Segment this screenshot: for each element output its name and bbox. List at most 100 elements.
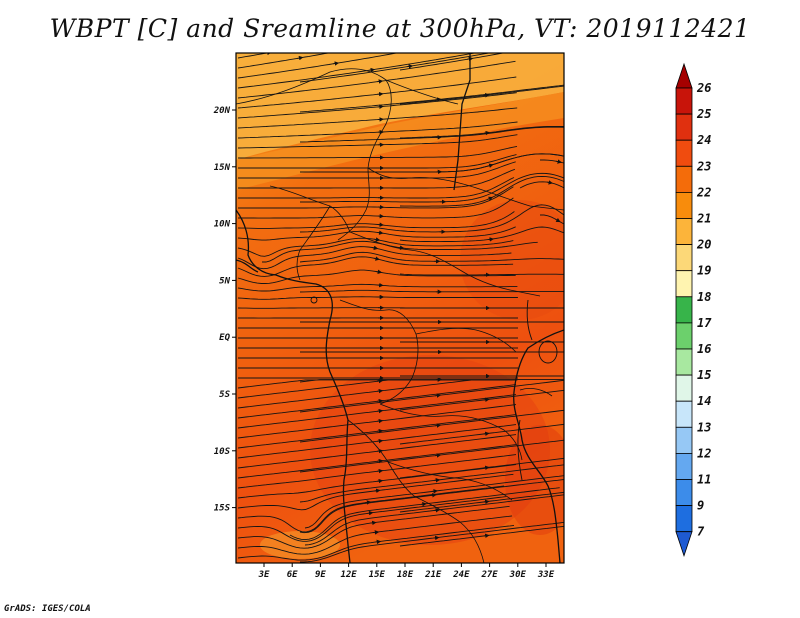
lon-label: 9E bbox=[315, 570, 326, 580]
colorbar-label: 19 bbox=[697, 264, 711, 278]
streamline bbox=[540, 159, 564, 164]
streamline bbox=[300, 172, 564, 203]
streamline bbox=[299, 251, 564, 263]
streamline bbox=[237, 53, 400, 79]
lon-label: 15E bbox=[369, 570, 386, 580]
streamline-arrow bbox=[487, 237, 495, 242]
colorbar-segment bbox=[675, 426, 693, 454]
colorbar-label: 20 bbox=[696, 238, 711, 252]
streamline-arrow bbox=[297, 55, 304, 61]
colorbar-label: 25 bbox=[696, 107, 711, 121]
streamline-arrow bbox=[398, 245, 405, 250]
streamline-arrow bbox=[420, 501, 427, 507]
colorbar-segment bbox=[675, 374, 693, 402]
colorbar-segment bbox=[675, 87, 693, 115]
colorbar-segment bbox=[675, 400, 693, 428]
colorbar-segment bbox=[675, 348, 693, 376]
longitude-axis: 3E 6E 9E 12E 15E 18E 21E 24E 27E 30E 33E bbox=[258, 563, 555, 580]
streamline bbox=[299, 379, 564, 383]
streamline-arrow bbox=[376, 398, 384, 404]
colorbar-segment bbox=[675, 191, 693, 219]
colorbar-segment bbox=[675, 479, 693, 507]
lat-label: 5S bbox=[219, 390, 230, 400]
colorbar-segment bbox=[675, 505, 693, 533]
colorbar-label: 22 bbox=[696, 185, 711, 199]
streamline bbox=[299, 289, 564, 293]
colorbar-label: 18 bbox=[697, 290, 711, 304]
colorbar-segment bbox=[675, 452, 693, 480]
streamline-arrow bbox=[546, 180, 554, 185]
streamline-arrow bbox=[433, 535, 440, 541]
streamline bbox=[400, 153, 564, 173]
colorbar-segment bbox=[675, 165, 693, 193]
lat-label: 20N bbox=[213, 106, 231, 116]
colorbar-label: 24 bbox=[696, 133, 711, 147]
colorbar-label: 13 bbox=[697, 420, 711, 434]
streamline-arrow bbox=[376, 79, 384, 84]
lon-label: 24E bbox=[452, 570, 470, 580]
grads-credit: GrADS: IGES/COLA bbox=[4, 604, 91, 614]
lon-label: 3E bbox=[258, 570, 270, 580]
streamline bbox=[299, 409, 564, 443]
streamline bbox=[299, 84, 564, 113]
streamline-arrow bbox=[365, 500, 372, 505]
streamline-arrow bbox=[373, 530, 380, 535]
colorbar-label: 16 bbox=[697, 342, 711, 356]
streamline-arrow bbox=[430, 493, 437, 498]
streamline-arrow bbox=[376, 458, 384, 464]
colorbar-label: 17 bbox=[697, 316, 712, 330]
streamline-arrow bbox=[376, 438, 384, 444]
warm-patch-east bbox=[460, 200, 564, 320]
colorbar-segment bbox=[675, 322, 693, 350]
streamline-arrow bbox=[376, 378, 384, 384]
streamline-arrow bbox=[367, 510, 374, 516]
lat-label: 15N bbox=[214, 163, 231, 173]
streamline-arrow bbox=[433, 508, 441, 513]
streamline bbox=[399, 226, 564, 243]
contour-band-north-mid bbox=[236, 92, 564, 190]
lat-label: 15S bbox=[214, 504, 231, 514]
colorbar-label: 12 bbox=[697, 446, 711, 460]
streamline-arrow bbox=[483, 130, 491, 136]
streamline-arrow bbox=[376, 418, 384, 424]
streamline-arrow bbox=[483, 93, 490, 98]
light-patch bbox=[260, 531, 340, 559]
streamline-arrow bbox=[374, 539, 382, 545]
streamline-arrow bbox=[483, 397, 490, 403]
streamline-arrow bbox=[434, 423, 442, 428]
streamline-arrow bbox=[483, 465, 490, 471]
streamline-arrow bbox=[483, 431, 490, 437]
colorbar-segment bbox=[675, 296, 693, 324]
colorbar-segment bbox=[675, 113, 693, 141]
lon-label: 6E bbox=[287, 570, 298, 580]
streamline-arrow bbox=[376, 408, 384, 414]
streamline bbox=[299, 126, 564, 143]
streamline-arrow bbox=[434, 393, 442, 398]
coastlines bbox=[236, 53, 564, 563]
streamline-arrow bbox=[483, 499, 490, 505]
lon-label: 21E bbox=[424, 570, 442, 580]
colorbar-label: 23 bbox=[696, 159, 711, 173]
lon-label: 33E bbox=[537, 570, 555, 580]
streamline-arrow bbox=[375, 269, 383, 275]
colorbar-top-arrow bbox=[675, 62, 693, 89]
lon-label: 12E bbox=[340, 570, 357, 580]
colorbar-segment bbox=[675, 218, 693, 246]
streamline-arrow bbox=[376, 468, 384, 474]
colorbar-label: 7 bbox=[697, 525, 705, 539]
streamline-arrow bbox=[376, 428, 384, 434]
colorbar: 26 25 24 23 22 21 20 19 18 17 16 15 14 13 12 11 9 7 bbox=[675, 62, 712, 557]
colorbar-segment bbox=[675, 244, 693, 272]
streamline-arrow bbox=[376, 478, 384, 484]
lakes bbox=[310, 296, 558, 481]
colorbar-segment bbox=[675, 139, 693, 167]
streamline-arrow bbox=[555, 159, 563, 164]
streamline bbox=[519, 181, 564, 189]
lon-label: 30E bbox=[509, 570, 527, 580]
streamline bbox=[237, 53, 331, 69]
colorbar-label: 15 bbox=[697, 368, 711, 382]
lon-label: 18E bbox=[397, 570, 414, 580]
streamline-arrow bbox=[368, 67, 376, 73]
streamline-arrow bbox=[372, 245, 379, 251]
